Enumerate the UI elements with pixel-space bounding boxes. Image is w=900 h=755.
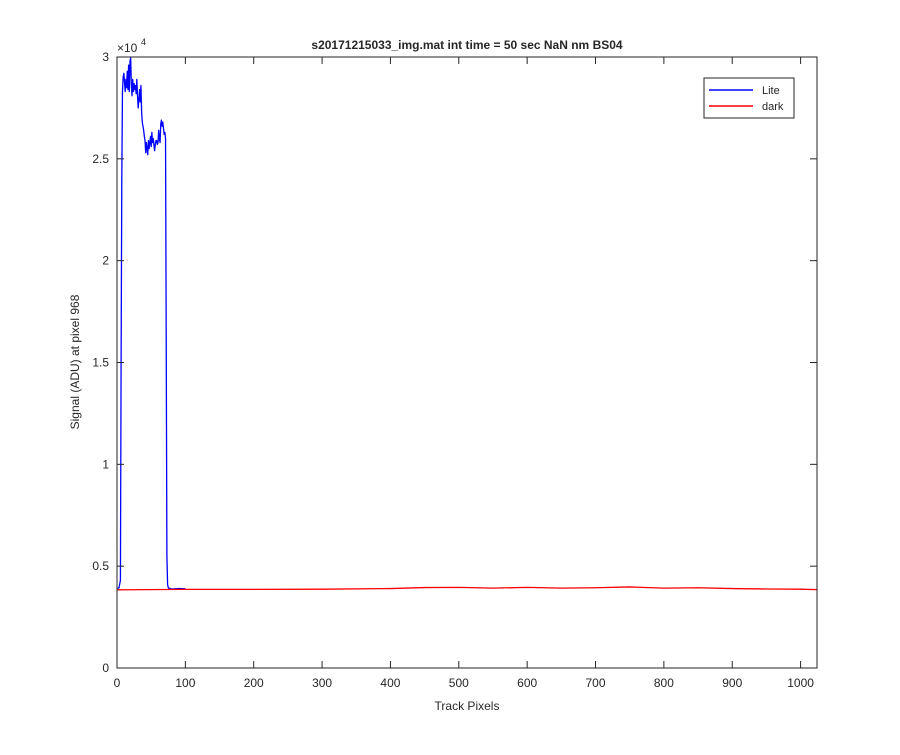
series-layer bbox=[116, 57, 818, 591]
legend-label-dark: dark bbox=[762, 101, 784, 113]
y-exponent-power: 4 bbox=[141, 37, 146, 47]
plot-area bbox=[117, 57, 817, 668]
legend: Lite dark bbox=[703, 77, 795, 119]
legend-box bbox=[703, 77, 795, 119]
y-tick-label: 3 bbox=[102, 50, 109, 64]
x-tick-label: 700 bbox=[586, 676, 606, 690]
chart-title: s20171215033_img.mat int time = 50 sec N… bbox=[311, 38, 623, 52]
legend-label-lite: Lite bbox=[762, 85, 780, 97]
y-tick-label: 1.5 bbox=[92, 356, 109, 370]
y-tick-label: 2.5 bbox=[92, 152, 109, 166]
y-axis-label: Signal (ADU) at pixel 968 bbox=[68, 294, 82, 429]
x-tick-label: 0 bbox=[114, 676, 121, 690]
x-axis-label: Track Pixels bbox=[435, 699, 500, 713]
x-tick-label: 1000 bbox=[787, 676, 814, 690]
x-tick-label: 100 bbox=[175, 676, 195, 690]
x-tick-label: 600 bbox=[517, 676, 537, 690]
series-line-lite bbox=[117, 57, 186, 590]
x-tick-label: 900 bbox=[722, 676, 742, 690]
x-tick-label: 400 bbox=[380, 676, 400, 690]
y-tick-label: 2 bbox=[102, 254, 109, 268]
y-tick-label: 1 bbox=[102, 457, 109, 471]
x-tick-label: 800 bbox=[654, 676, 674, 690]
x-tick-label: 300 bbox=[312, 676, 332, 690]
x-tick-label: 200 bbox=[244, 676, 264, 690]
x-tick-label: 500 bbox=[449, 676, 469, 690]
ticks-layer: 0 100 200 300 400 500 600 700 800 900 1000 0 0.5 1 1.5… bbox=[92, 50, 817, 690]
y-tick-label: 0.5 bbox=[92, 559, 109, 573]
y-tick-label: 0 bbox=[102, 661, 109, 675]
y-exponent-base: ×10 bbox=[117, 41, 138, 55]
series-line-dark bbox=[116, 586, 818, 591]
